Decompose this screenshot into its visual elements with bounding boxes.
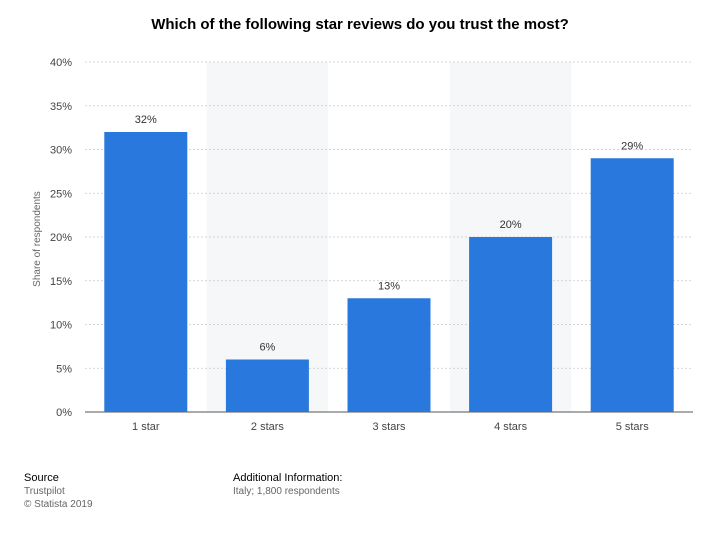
x-tick-label: 1 star	[132, 421, 160, 433]
x-tick-label: 4 stars	[494, 421, 528, 433]
y-tick-label: 40%	[50, 57, 72, 69]
data-label: 32%	[135, 114, 157, 126]
y-tick-label: 0%	[56, 407, 72, 419]
x-tick-label: 2 stars	[251, 421, 285, 433]
y-axis-label: Share of respondents	[32, 191, 43, 287]
bar-chart: 0% 5% 10% 15% 20% 25% 30% 35% 40% 32% 6% 13% 20% 29%…	[32, 57, 693, 433]
y-tick-label: 35%	[50, 101, 72, 113]
y-tick-label: 15%	[50, 276, 72, 288]
data-label: 20%	[500, 219, 522, 231]
y-tick-label: 10%	[50, 320, 72, 332]
x-tick-label: 3 stars	[372, 421, 406, 433]
x-tick-label: 5 stars	[616, 421, 650, 433]
y-tick-label: 25%	[50, 188, 72, 200]
info-heading: Additional Information:	[233, 472, 343, 484]
source-block: Source Trustpilot © Statista 2019	[24, 472, 93, 511]
info-text: Italy; 1,800 respondents	[233, 486, 340, 497]
bar[interactable]	[590, 158, 674, 412]
bars	[104, 132, 674, 413]
data-label: 6%	[259, 342, 275, 354]
data-label: 29%	[621, 140, 643, 152]
bar[interactable]	[104, 132, 188, 412]
bar[interactable]	[225, 359, 309, 413]
y-tick-label: 5%	[56, 363, 72, 375]
copyright[interactable]: © Statista 2019	[24, 499, 93, 510]
bar[interactable]	[347, 298, 431, 412]
source-name[interactable]: Trustpilot	[24, 486, 65, 497]
additional-info-block: Additional Information: Italy; 1,800 res…	[233, 472, 342, 498]
y-axis-ticks: 0% 5% 10% 15% 20% 25% 30% 35% 40%	[50, 57, 72, 419]
data-labels: 32% 6% 13% 20% 29%	[135, 114, 644, 354]
y-tick-label: 20%	[50, 232, 72, 244]
y-tick-label: 30%	[50, 145, 72, 157]
bar[interactable]	[469, 237, 553, 412]
data-label: 13%	[378, 280, 400, 292]
x-axis-ticks: 1 star 2 stars 3 stars 4 stars 5 stars	[132, 421, 649, 433]
source-heading: Source	[24, 472, 59, 484]
chart-title: Which of the following star reviews do y…	[151, 16, 569, 33]
